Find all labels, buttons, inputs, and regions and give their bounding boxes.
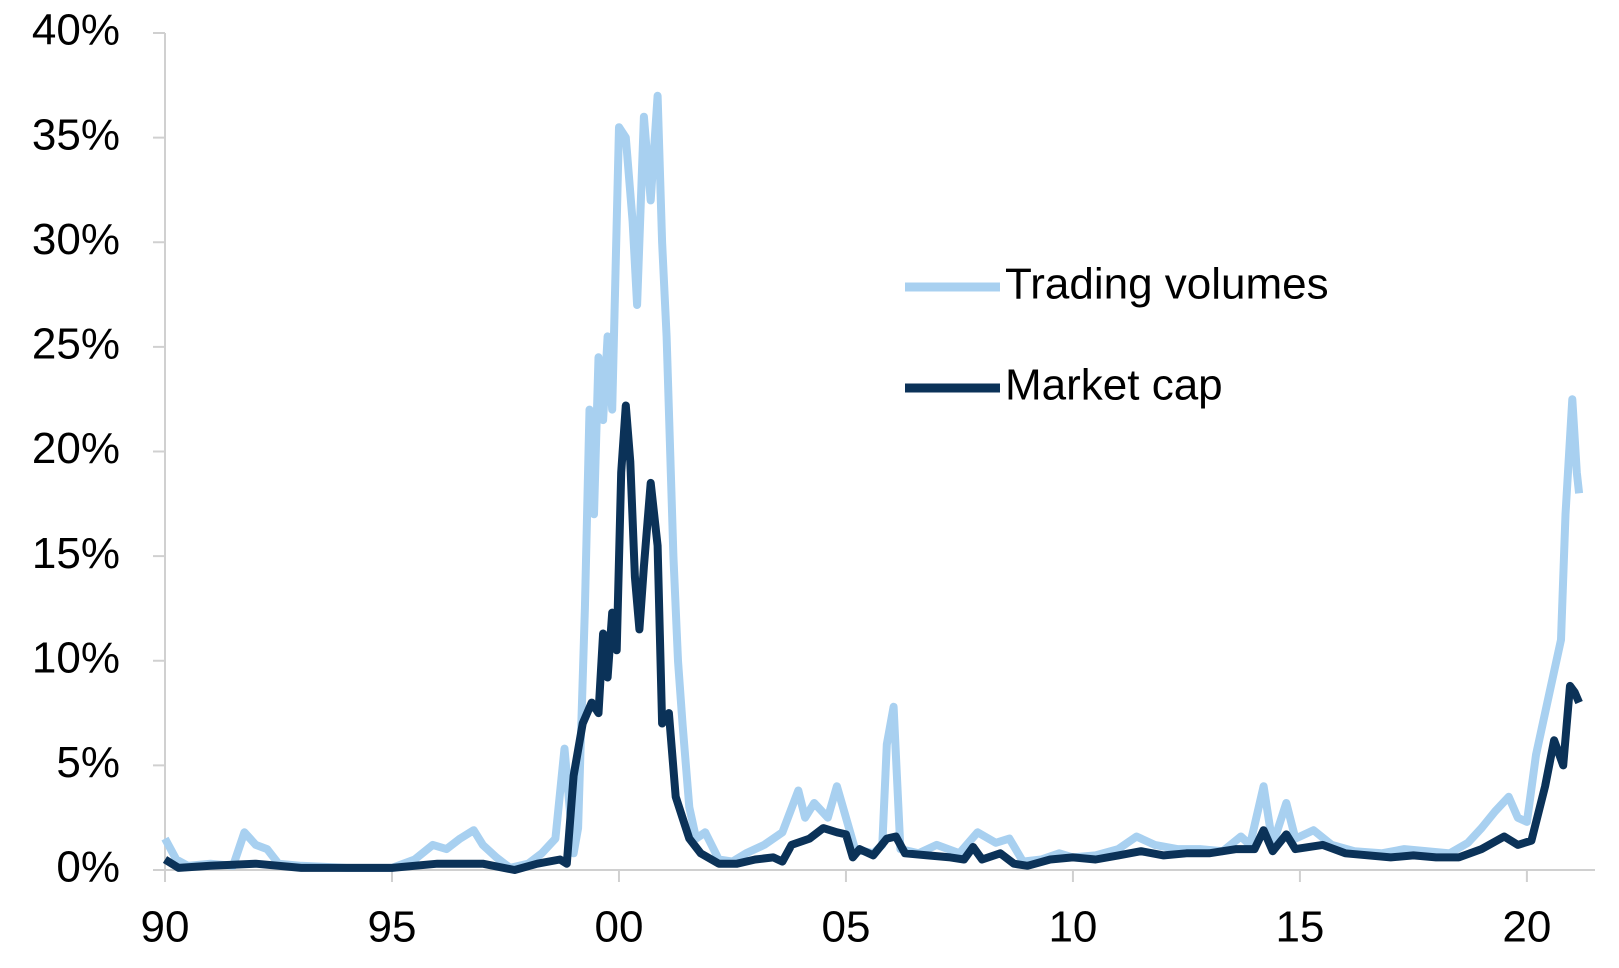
y-tick-label: 25% [32,320,120,369]
x-tick-label: 15 [1275,903,1324,952]
x-tick-label: 05 [821,903,870,952]
x-tick-label: 20 [1502,903,1551,952]
x-tick-label: 00 [594,903,643,952]
y-tick-label: 40% [32,6,120,55]
y-tick-label: 10% [32,633,120,682]
x-tick-label: 95 [368,903,417,952]
y-tick-label: 20% [32,424,120,473]
y-tick-label: 30% [32,215,120,264]
x-tick-label: 10 [1048,903,1097,952]
legend-label: Trading volumes [1005,260,1329,309]
y-tick-label: 35% [32,110,120,159]
line-series [161,91,1584,872]
x-tick-label: 90 [141,903,190,952]
y-tick-label: 5% [56,738,120,787]
y-tick-label: 15% [32,529,120,578]
legend-label: Market cap [1005,361,1223,410]
line-series [162,401,1583,874]
y-tick-label: 0% [56,843,120,892]
